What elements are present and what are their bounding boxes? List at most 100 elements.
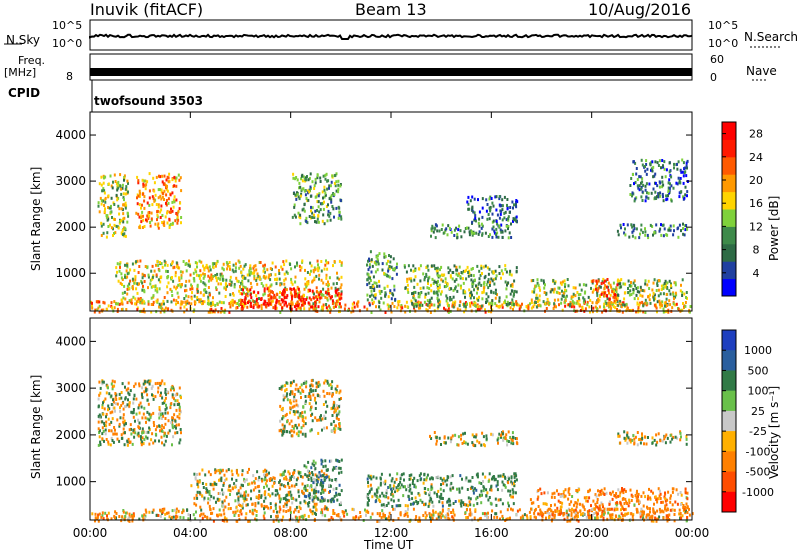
data-cell [115,266,118,270]
data-cell [209,473,212,477]
data-cell [562,294,565,298]
data-cell [658,515,661,519]
data-cell [334,286,337,290]
data-cell [430,227,433,231]
data-cell [338,277,341,281]
data-cell [441,478,444,482]
data-cell [509,269,512,273]
data-cell [378,514,381,518]
data-cell [306,474,309,478]
data-cell [329,296,332,300]
data-cell [105,424,108,428]
data-cell [449,483,452,487]
data-cell [136,202,139,206]
data-cell [267,492,270,496]
data-cell [251,511,254,515]
data-cell [430,483,433,487]
data-cell [134,297,137,301]
data-cell [120,272,123,276]
data-cell [527,307,530,311]
data-cell [324,379,327,383]
data-cell [163,401,166,405]
data-cell [273,481,276,485]
data-cell [146,180,149,184]
data-cell [456,274,459,278]
data-cell [332,512,335,515]
data-cell [159,194,162,198]
data-cell [320,481,322,485]
data-cell [161,221,164,224]
data-cell [306,296,308,300]
data-cell [172,198,175,202]
data-cell [609,293,612,297]
data-cell [135,287,138,291]
data-cell [136,308,139,312]
data-cell [447,517,450,520]
data-cell [283,290,286,294]
data-cell [639,232,641,236]
data-cell [417,291,420,295]
data-cell [215,500,217,504]
data-cell [498,265,501,269]
data-cell [449,268,452,272]
data-cell [479,516,482,520]
data-cell [146,393,149,397]
data-cell [113,306,116,310]
data-cell [662,195,664,199]
data-cell [99,391,102,395]
data-cell [302,390,305,393]
data-cell [313,216,316,219]
data-cell [126,403,129,407]
data-cell [158,424,161,428]
data-cell [424,511,427,515]
data-cell [567,513,570,517]
data-cell [668,228,671,232]
data-cell [173,184,176,188]
data-cell [635,227,638,231]
data-cell [305,220,308,223]
data-cell [335,390,338,394]
data-cell [659,191,662,195]
data-cell [313,502,316,506]
data-cell [119,220,122,223]
data-cell [141,427,144,431]
data-cell [243,477,246,481]
data-cell [617,233,620,237]
data-cell [270,290,272,294]
data-cell [102,300,105,304]
data-cell [617,303,620,307]
data-cell [485,488,488,492]
data-cell [267,289,270,293]
data-cell [291,392,294,396]
data-cell [392,487,395,491]
data-cell [142,184,145,188]
data-cell [296,261,298,265]
data-cell [673,519,676,523]
data-cell [128,428,131,432]
data-cell [303,294,305,297]
data-cell [486,299,489,303]
data-cell [263,267,266,270]
data-cell [473,232,476,235]
data-cell [675,302,678,306]
data-cell [120,396,123,400]
data-cell [484,310,487,314]
data-cell [453,279,456,283]
data-cell [218,478,220,482]
data-cell [164,388,167,391]
data-cell [627,291,630,295]
data-cell [610,306,613,310]
data-cell [172,298,175,302]
data-cell [573,301,576,305]
data-cell [604,300,607,304]
data-cell [107,304,110,308]
data-cell [683,233,686,237]
data-cell [304,177,307,181]
data-cell [391,277,394,281]
data-cell [316,193,319,197]
data-cell [685,161,688,165]
data-cell [546,511,549,515]
data-cell [322,196,324,200]
data-cell [488,197,491,201]
data-cell [682,227,684,231]
